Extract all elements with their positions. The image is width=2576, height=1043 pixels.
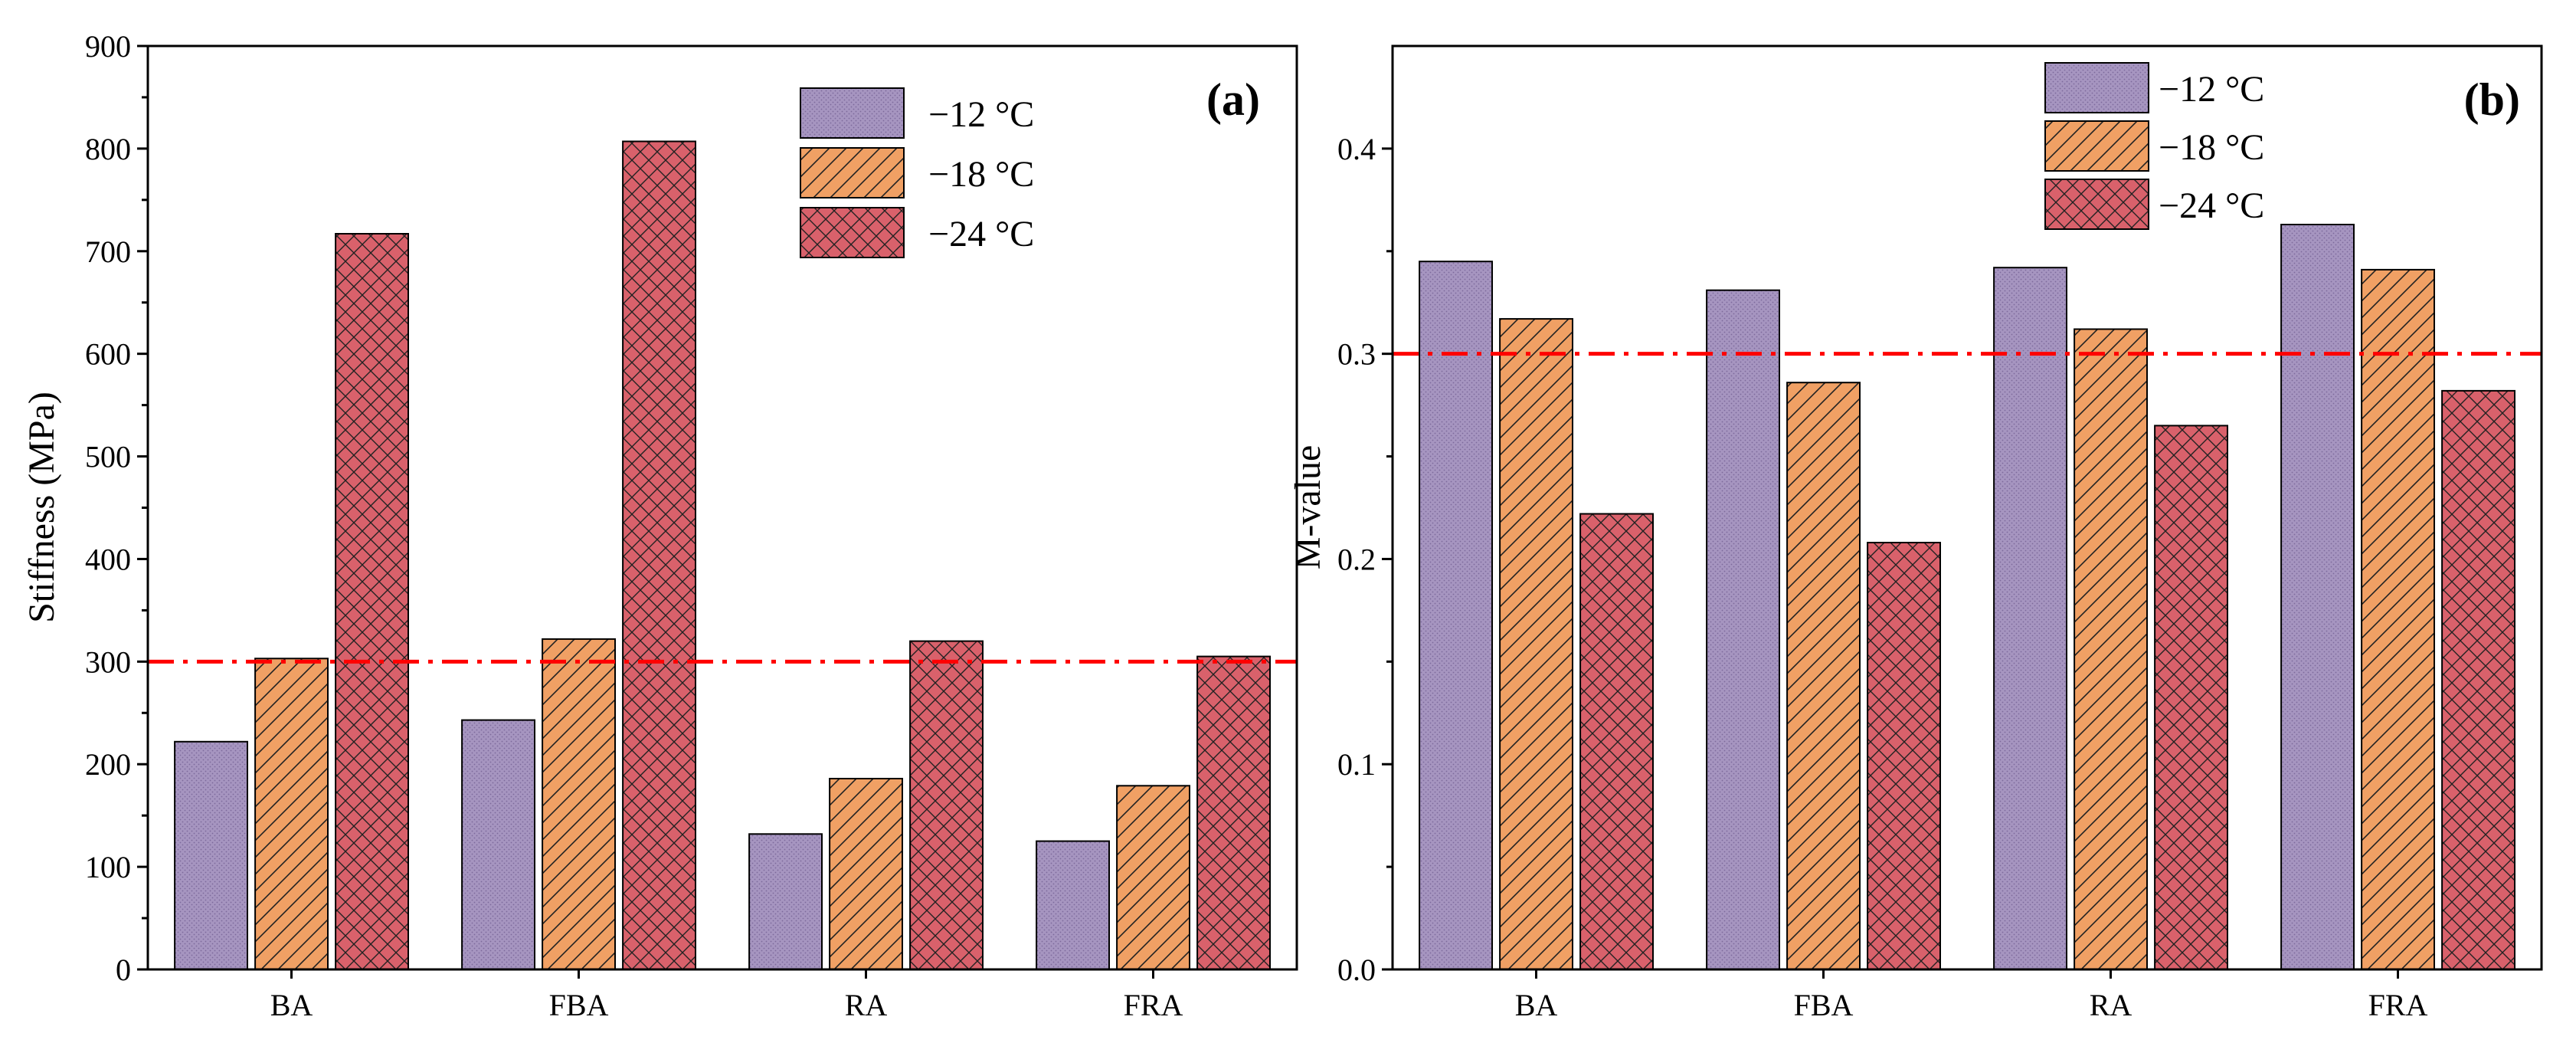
panel-b-legend-swatch-2 [2044, 179, 2149, 230]
panel-b-label: (b) [2464, 74, 2520, 125]
panel-b-legend-label-1: −18 °C [2159, 127, 2264, 168]
panel-a-bar-fba-series-2 [622, 140, 696, 970]
panel-a-bar-ra-series-0 [748, 833, 823, 971]
panel-b-bar-ra-series-2 [2154, 425, 2229, 970]
panel-b-y-tick-label: 0.2 [1337, 542, 1376, 576]
panel-b-bar-fba-series-0 [1706, 289, 1781, 970]
panel-b-y-ticks: 0.0 0.1 0.2 0.3 0.4 [1337, 132, 1393, 987]
panel-a-legend-label-2: −24 °C [928, 214, 1034, 254]
panel-b-bar-ba-series-1 [1499, 318, 1573, 971]
panel-a-y-tick-label: 600 [85, 337, 131, 372]
panel-a-y-tick-label: 400 [85, 542, 131, 576]
panel-b-y-tick-label: 0.3 [1337, 337, 1376, 372]
panel-a-bar-ra-series-1 [829, 778, 903, 970]
panel-a-legend-label-1: −18 °C [928, 154, 1034, 195]
panel-a-y-tick-label: 300 [85, 644, 131, 679]
panel-a-x-ticks: BA FBA RA FRA [270, 969, 1183, 1022]
panel-b-legend-label-0: −12 °C [2159, 69, 2264, 110]
panel-a-bar-fra-series-0 [1036, 840, 1110, 970]
panel-a-bar-fba-series-1 [542, 638, 616, 971]
panel-a-bar-fba-series-0 [461, 719, 535, 970]
panel-a-bar-fra-series-1 [1116, 785, 1190, 971]
panel-a-category-label: BA [270, 988, 313, 1022]
panel-b-bar-ba-series-2 [1579, 513, 1655, 970]
panel-b-legend-label-2: −24 °C [2159, 185, 2264, 226]
panel-b-legend-swatch-0 [2044, 62, 2149, 113]
panel-b-legend-swatch-1 [2044, 120, 2149, 172]
panel-a-legend: −12 °C −18 °C −24 °C [800, 87, 1034, 258]
panel-b-y-tick-label: 0.1 [1337, 747, 1376, 782]
panel-a-bar-fra-series-2 [1196, 655, 1271, 970]
panel-b-category-label: FBA [1794, 988, 1854, 1022]
panel-b-y-tick-label: 0.4 [1337, 132, 1376, 166]
panel-a-bar-ba-series-2 [335, 233, 410, 970]
panel-b: 0.0 0.1 0.2 0.3 0.4 BA FBA RA FRA M-value (b) −… [1288, 44, 2543, 1022]
panel-b-bar-ba-series-0 [1419, 261, 1493, 970]
panel-b-category-label: BA [1515, 988, 1558, 1022]
panel-b-y-axis-title: M-value [1288, 445, 1328, 570]
panel-a-legend-swatch-2 [800, 207, 905, 258]
panel-a-y-tick-label: 200 [85, 747, 131, 782]
panel-a-y-axis-title: Stiffness (MPa) [21, 392, 62, 623]
panel-b-plot-frame [1391, 44, 2543, 971]
panel-a-legend-swatch-0 [800, 87, 905, 139]
panel-b-bar-fba-series-1 [1786, 382, 1861, 970]
panel-a-legend-swatch-1 [800, 147, 905, 198]
panel-b-x-ticks: BA FBA RA FRA [1515, 969, 2428, 1022]
panel-a-label: (a) [1206, 74, 1260, 125]
panel-a-category-label: FBA [549, 988, 609, 1022]
panel-a-bar-ba-series-0 [174, 740, 249, 970]
panel-a-bar-ra-series-2 [909, 640, 984, 970]
panel-b-category-label: RA [2090, 988, 2132, 1022]
panel-a-y-tick-label: 500 [85, 440, 131, 474]
panel-b-bar-fba-series-2 [1867, 542, 1942, 970]
panel-a-y-tick-label: 900 [85, 29, 131, 64]
panel-a-y-ticks: 0 100 200 300 400 500 600 700 800 900 [85, 29, 148, 987]
panel-b-legend: −12 °C −18 °C −24 °C [2044, 62, 2264, 230]
panel-a-y-tick-label: 100 [85, 850, 131, 884]
panel-a-y-tick-label: 800 [85, 132, 131, 166]
panel-a-bars [174, 140, 1271, 971]
panel-a-bar-ba-series-1 [254, 658, 329, 970]
panel-a-y-tick-label: 0 [116, 953, 131, 987]
panel-b-bar-ra-series-1 [2074, 328, 2149, 970]
panel-b-category-label: FRA [2368, 988, 2428, 1022]
panel-b-bar-fra-series-2 [2441, 389, 2516, 970]
panel-b-bars [1419, 224, 2516, 971]
panel-a-category-label: FRA [1124, 988, 1183, 1022]
panel-b-y-tick-label: 0.0 [1337, 953, 1376, 987]
panel-a-legend-label-0: −12 °C [928, 94, 1034, 135]
panel-a-y-tick-label: 700 [85, 235, 131, 269]
panel-b-bar-ra-series-0 [1993, 267, 2068, 970]
panel-b-bar-fra-series-1 [2361, 268, 2436, 970]
panel-a-category-label: RA [845, 988, 888, 1022]
panel-b-bar-fra-series-0 [2280, 224, 2355, 970]
